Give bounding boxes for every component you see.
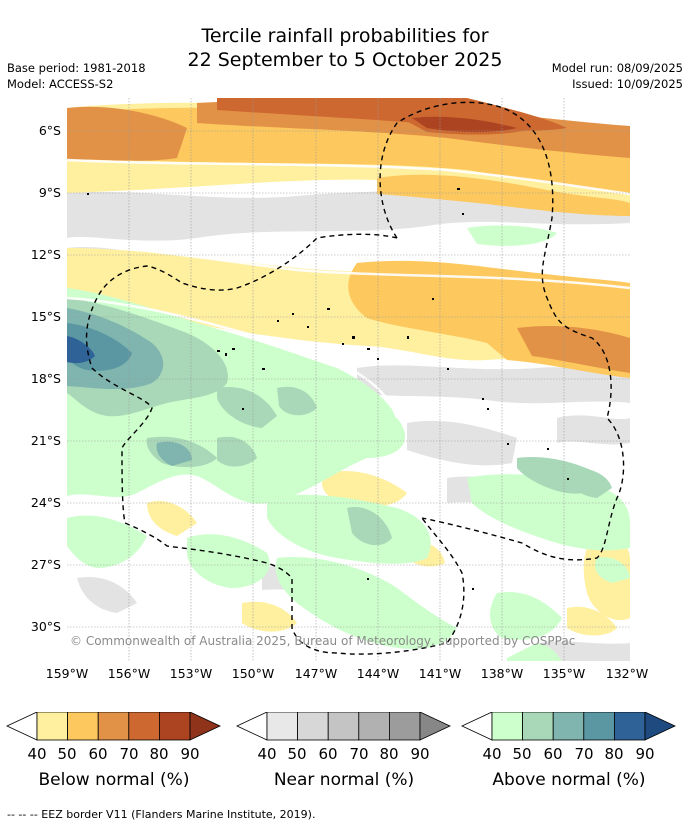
colorbar-segment xyxy=(491,712,524,741)
lon-label-159w: 159°W xyxy=(45,666,89,681)
islands xyxy=(87,188,569,590)
lon-label-150w: 150°W xyxy=(231,666,275,681)
graticule xyxy=(67,98,630,661)
below-normal-80 xyxy=(412,116,517,133)
lat-label-9s: 9°S xyxy=(38,185,61,200)
colorbar-segment xyxy=(358,712,390,741)
lon-label-153w: 153°W xyxy=(169,666,213,681)
colorbar-below-normal xyxy=(6,712,221,741)
base-period-text: Base period: 1981-2018 xyxy=(7,61,146,75)
colorbar-segment xyxy=(297,712,329,741)
colorbar-segment xyxy=(158,712,191,741)
eez-borders xyxy=(85,101,625,655)
lon-label-132w: 132°W xyxy=(605,666,649,681)
above-normal-80 xyxy=(67,336,95,364)
lat-label-18s: 18°S xyxy=(30,371,61,386)
colorbar-segment xyxy=(266,712,299,741)
lon-label-141w: 141°W xyxy=(418,666,462,681)
colorbar-segment xyxy=(128,712,160,741)
lon-label-156w: 156°W xyxy=(107,666,151,681)
colorbar-segment xyxy=(36,712,69,741)
lon-label-138w: 138°W xyxy=(480,666,524,681)
lat-label-15s: 15°S xyxy=(30,309,61,324)
lat-label-27s: 27°S xyxy=(30,557,61,572)
below-tick-70: 70 xyxy=(119,745,139,763)
below-tick-60: 60 xyxy=(88,745,108,763)
colorbar-below-normal-title: Below normal (%) xyxy=(38,770,190,790)
colorbar-extend-high xyxy=(419,712,451,741)
near-tick-40: 40 xyxy=(257,745,277,763)
colorbar-segment xyxy=(522,712,554,741)
above-tick-40: 40 xyxy=(482,745,502,763)
below-tick-80: 80 xyxy=(149,745,169,763)
colorbar-below-normal-segments xyxy=(6,712,221,741)
colorbar-segment xyxy=(327,712,360,741)
lon-label-135w: 135°W xyxy=(542,666,586,681)
above-tick-90: 90 xyxy=(635,745,655,763)
colorbar-near-normal xyxy=(236,712,451,741)
below-tick-40: 40 xyxy=(27,745,47,763)
above-tick-60: 60 xyxy=(543,745,563,763)
colorbar-segment xyxy=(613,712,646,741)
colorbar-segment xyxy=(583,712,615,741)
colorbar-above-normal xyxy=(461,712,676,741)
colorbar-extend-high xyxy=(189,712,221,741)
colorbar-segment xyxy=(97,712,130,741)
colorbar-extend-low xyxy=(236,712,268,741)
colorbar-above-normal-title: Above normal (%) xyxy=(492,770,646,790)
eez-border-note: -- -- -- EEZ border V11 (Flanders Marine… xyxy=(7,808,316,821)
map-title-line1: Tercile rainfall probabilities for xyxy=(201,25,489,47)
colorbar-extend-high xyxy=(644,712,676,741)
lon-label-147w: 147°W xyxy=(294,666,338,681)
above-tick-70: 70 xyxy=(574,745,594,763)
colorbar-above-normal-segments xyxy=(461,712,676,741)
colorbar-extend-low xyxy=(461,712,493,741)
colorbar-segment xyxy=(67,712,99,741)
above-tick-50: 50 xyxy=(512,745,532,763)
probability-map xyxy=(67,98,630,661)
map-canvas xyxy=(67,98,630,661)
copyright-text: © Commonwealth of Australia 2025, Bureau… xyxy=(70,634,576,648)
colorbar-extend-low xyxy=(6,712,38,741)
lat-label-30s: 30°S xyxy=(30,619,61,634)
lat-label-21s: 21°S xyxy=(30,433,61,448)
model-run-text: Model run: 08/09/2025 xyxy=(551,61,683,75)
map-title-line2: 22 September to 5 October 2025 xyxy=(187,49,503,71)
issued-text: Issued: 10/09/2025 xyxy=(572,77,683,91)
colorbar-segment xyxy=(552,712,585,741)
category-boundaries xyxy=(67,158,630,419)
colorbar-segment xyxy=(388,712,421,741)
colorbar-near-normal-title: Near normal (%) xyxy=(273,770,415,790)
near-tick-90: 90 xyxy=(410,745,430,763)
meta-right: Model run: 08/09/2025 Issued: 10/09/2025 xyxy=(552,60,683,92)
colorbar-near-normal-segments xyxy=(236,712,451,741)
lon-label-144w: 144°W xyxy=(356,666,400,681)
near-tick-80: 80 xyxy=(379,745,399,763)
model-text: Model: ACCESS-S2 xyxy=(7,77,114,91)
meta-left: Base period: 1981-2018 Model: ACCESS-S2 xyxy=(7,60,146,92)
below-tick-50: 50 xyxy=(57,745,77,763)
near-tick-50: 50 xyxy=(287,745,307,763)
lat-label-24s: 24°S xyxy=(30,495,61,510)
above-tick-80: 80 xyxy=(604,745,624,763)
near-tick-70: 70 xyxy=(349,745,369,763)
lat-label-12s: 12°S xyxy=(30,247,61,262)
near-tick-60: 60 xyxy=(318,745,338,763)
below-tick-90: 90 xyxy=(180,745,200,763)
lat-label-6s: 6°S xyxy=(38,123,61,138)
